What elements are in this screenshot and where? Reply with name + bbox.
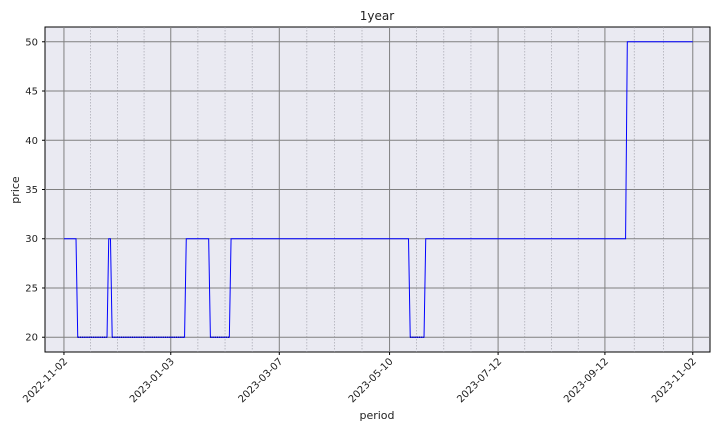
x-tick-label: 2023-09-12	[562, 356, 611, 405]
y-tick-label: 25	[25, 283, 38, 294]
y-tick-label: 35	[25, 185, 38, 196]
y-tick-label: 50	[25, 37, 38, 48]
x-axis: 2022-11-02 2023-01-03 2023-03-07 2023-05-10…	[21, 352, 699, 405]
y-tick-label: 20	[25, 333, 38, 344]
y-tick-label: 40	[25, 136, 38, 147]
chart-title: 1year	[360, 9, 394, 23]
y-axis: 20 25 30 35 40 45 50	[25, 37, 45, 344]
x-tick-label: 2023-11-02	[650, 356, 699, 405]
x-tick-label: 2022-11-02	[21, 356, 70, 405]
y-axis-title: price	[9, 176, 22, 204]
x-tick-label: 2023-01-03	[128, 356, 177, 405]
y-tick-label: 45	[25, 87, 38, 98]
x-tick-label: 2023-03-07	[237, 356, 286, 405]
x-axis-title: period	[359, 409, 394, 422]
y-tick-label: 30	[25, 234, 38, 245]
x-tick-label: 2023-07-12	[455, 356, 504, 405]
x-tick-label: 2023-05-10	[347, 356, 396, 405]
series-line	[63, 41, 693, 338]
